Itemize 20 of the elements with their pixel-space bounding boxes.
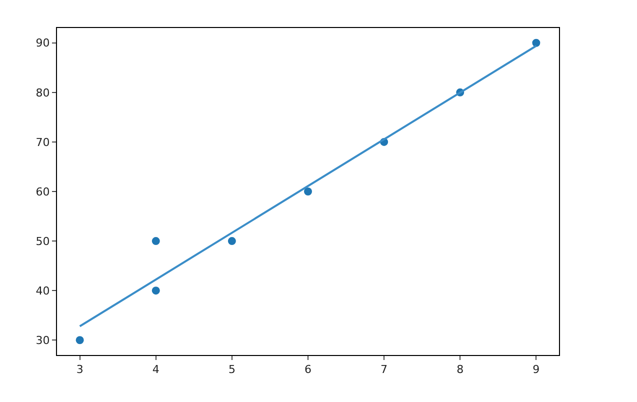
y-tick-label: 60 — [36, 185, 50, 198]
y-tick-label: 90 — [36, 36, 50, 50]
x-tick-label: 6 — [304, 363, 312, 376]
x-tick-label: 3 — [76, 363, 84, 376]
x-tick-label: 4 — [152, 363, 160, 376]
y-tick-label: 70 — [36, 136, 50, 149]
y-tick-label: 40 — [36, 284, 50, 298]
y-tick-label: 50 — [36, 234, 50, 248]
x-tick-label: 8 — [456, 363, 464, 376]
x-tick-label: 7 — [380, 363, 388, 376]
point — [76, 336, 84, 344]
point — [152, 237, 160, 246]
point — [304, 188, 312, 196]
y-tick-label: 30 — [36, 334, 50, 347]
y-tick-label: 80 — [36, 86, 50, 100]
x-tick-label: 9 — [532, 363, 540, 376]
point — [152, 286, 160, 295]
point — [228, 237, 236, 246]
x-tick-label: 5 — [228, 363, 236, 376]
point — [532, 38, 540, 47]
